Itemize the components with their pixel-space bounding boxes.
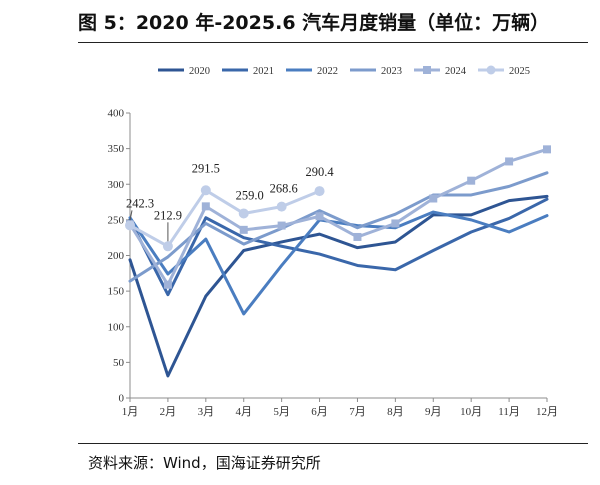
legend-item-2025: 2025 bbox=[478, 65, 530, 77]
figure-title: 图 5：2020 年-2025.6 汽车月度销量（单位：万辆） bbox=[78, 12, 550, 34]
series-line-2022 bbox=[128, 210, 549, 316]
marker-2025 bbox=[162, 241, 173, 252]
x-tick-label: 7月 bbox=[349, 406, 366, 418]
marker-2025 bbox=[125, 220, 135, 231]
y-tick-label: 100 bbox=[108, 321, 125, 333]
legend-item-2023: 2023 bbox=[350, 66, 402, 77]
marker-2025 bbox=[238, 208, 249, 219]
marker-2024 bbox=[543, 145, 551, 154]
legend-label: 2020 bbox=[189, 66, 210, 77]
x-tick-label: 6月 bbox=[311, 406, 328, 418]
series-line-2021 bbox=[128, 197, 549, 297]
legend-marker bbox=[486, 65, 496, 75]
data-label: 290.4 bbox=[305, 165, 334, 179]
y-tick-label: 300 bbox=[108, 179, 125, 191]
x-tick-label: 5月 bbox=[273, 406, 290, 418]
data-label: 268.6 bbox=[270, 182, 298, 196]
x-tick-label: 10月 bbox=[460, 406, 482, 418]
line-chart: 2020 2021 2022 2023 2024 2025 0 50 100 150 200 250… bbox=[108, 65, 558, 418]
source-note: 资料来源：Wind，国海证券研究所 bbox=[88, 454, 321, 472]
data-label: 212.9 bbox=[154, 208, 182, 222]
legend-item-2024: 2024 bbox=[414, 66, 467, 77]
x-tick-label: 11月 bbox=[498, 406, 520, 418]
marker-2024 bbox=[505, 157, 514, 166]
marker-2024 bbox=[391, 219, 400, 228]
footer-divider bbox=[78, 443, 588, 444]
y-tick-label: 250 bbox=[108, 214, 125, 226]
marker-2024 bbox=[467, 176, 476, 185]
data-label: 242.3 bbox=[126, 196, 154, 210]
plot-markers bbox=[125, 145, 551, 289]
legend: 2020 2021 2022 2023 2024 2025 bbox=[158, 65, 530, 77]
y-tick-label: 350 bbox=[108, 143, 125, 155]
x-tick-label: 12月 bbox=[536, 406, 558, 418]
marker-2024 bbox=[239, 225, 248, 234]
legend-item-2020: 2020 bbox=[158, 66, 210, 77]
marker-2025 bbox=[200, 185, 211, 196]
x-tick-label: 8月 bbox=[387, 406, 404, 418]
marker-2024 bbox=[163, 280, 172, 289]
y-tick-label: 400 bbox=[108, 108, 125, 120]
marker-2024 bbox=[429, 194, 438, 203]
legend-marker bbox=[423, 66, 431, 74]
y-tick-label: 200 bbox=[108, 250, 125, 262]
x-tick-label: 9月 bbox=[425, 406, 442, 418]
legend-label: 2021 bbox=[253, 66, 274, 77]
marker-2024 bbox=[353, 232, 362, 241]
legend-item-2022: 2022 bbox=[286, 66, 338, 77]
plot-lines bbox=[128, 147, 549, 378]
marker-2024 bbox=[201, 202, 210, 211]
legend-label: 2022 bbox=[317, 66, 338, 77]
marker-2024 bbox=[277, 221, 286, 230]
legend-item-2021: 2021 bbox=[222, 66, 274, 77]
y-axis: 0 50 100 150 200 250 300 350 400 bbox=[108, 108, 131, 405]
legend-label: 2025 bbox=[509, 66, 530, 77]
x-tick-label: 3月 bbox=[198, 406, 215, 418]
title-divider bbox=[78, 42, 588, 43]
series-line-2024 bbox=[128, 147, 549, 287]
x-tick-label: 2月 bbox=[160, 406, 177, 418]
series-line-2023 bbox=[128, 171, 549, 283]
marker-2025 bbox=[276, 201, 287, 212]
x-tick-label: 4月 bbox=[235, 406, 252, 418]
data-label: 259.0 bbox=[236, 188, 264, 202]
x-axis: 1月 2月 3月 4月 5月 6月 7月 8月 9月 10月 11月 12月 bbox=[122, 397, 558, 418]
series-line-2020 bbox=[128, 194, 549, 378]
legend-label: 2024 bbox=[445, 66, 467, 77]
y-tick-label: 50 bbox=[113, 357, 125, 369]
data-label-leader bbox=[129, 210, 133, 221]
x-tick-label: 1月 bbox=[122, 406, 139, 418]
y-tick-label: 150 bbox=[108, 286, 125, 298]
marker-2024 bbox=[315, 212, 324, 221]
data-label: 291.5 bbox=[192, 161, 220, 175]
legend-label: 2023 bbox=[381, 66, 402, 77]
series-line-2025 bbox=[128, 188, 322, 248]
marker-2025 bbox=[314, 186, 325, 197]
y-tick-label: 0 bbox=[119, 393, 125, 405]
